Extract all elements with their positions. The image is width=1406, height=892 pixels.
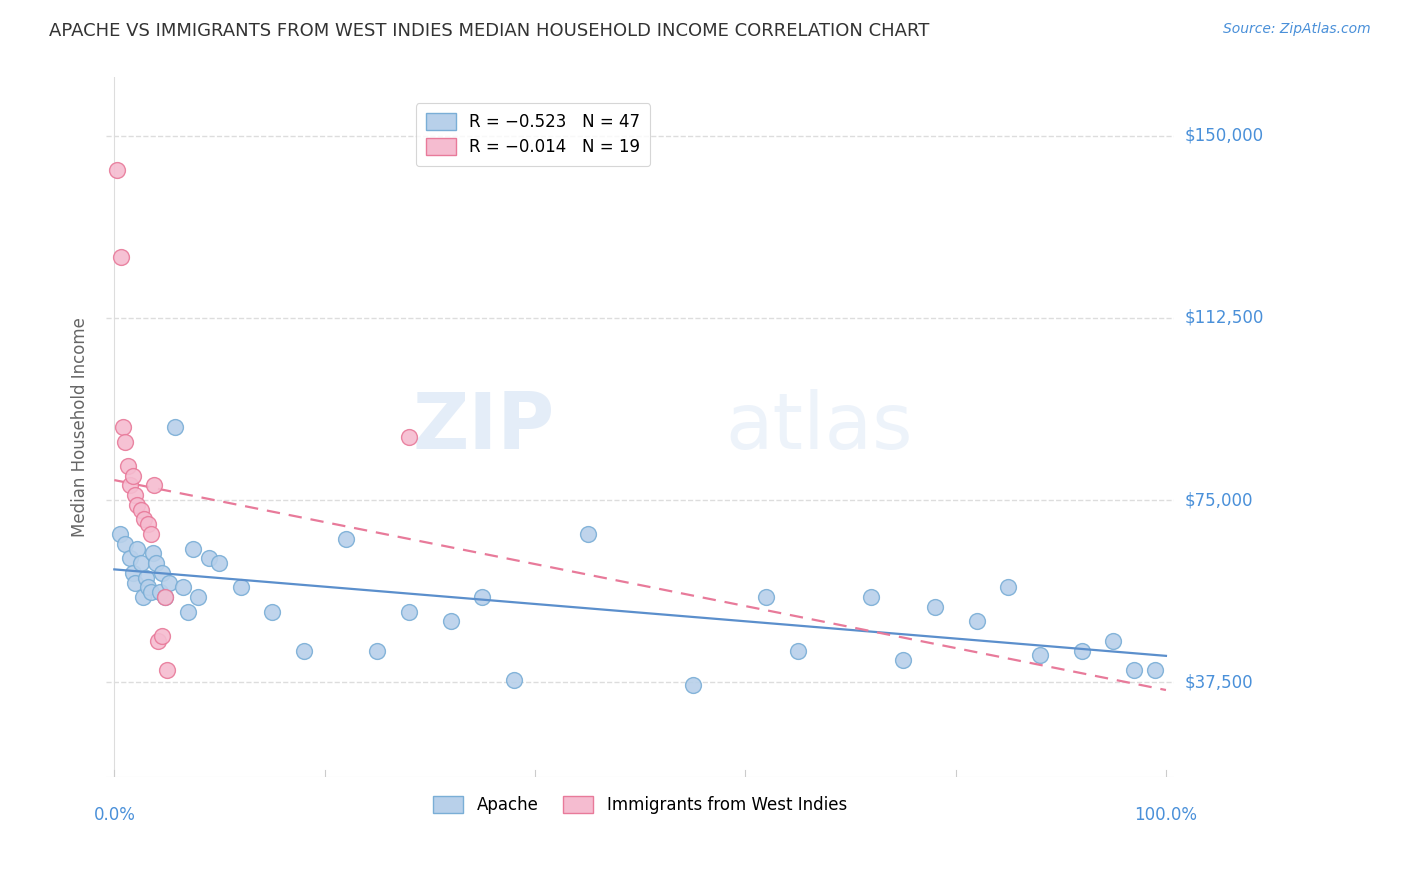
Point <box>135 571 157 585</box>
Point <box>891 653 914 667</box>
Point <box>198 551 221 566</box>
Point <box>576 527 599 541</box>
Point <box>132 590 155 604</box>
Point <box>177 605 200 619</box>
Text: $112,500: $112,500 <box>1185 309 1264 326</box>
Point <box>966 615 988 629</box>
Text: $37,500: $37,500 <box>1185 673 1254 691</box>
Point <box>924 599 946 614</box>
Point <box>136 517 159 532</box>
Point <box>150 566 173 580</box>
Point <box>187 590 209 604</box>
Point <box>122 566 145 580</box>
Point <box>129 502 152 516</box>
Point <box>153 590 176 604</box>
Point <box>124 488 146 502</box>
Point <box>1144 663 1167 677</box>
Point <box>181 541 204 556</box>
Point <box>172 581 194 595</box>
Legend: Apache, Immigrants from West Indies: Apache, Immigrants from West Indies <box>426 789 853 821</box>
Point <box>108 527 131 541</box>
Text: ZIP: ZIP <box>412 389 554 465</box>
Point <box>145 556 167 570</box>
Point <box>503 673 526 687</box>
Point <box>755 590 778 604</box>
Point <box>124 575 146 590</box>
Point <box>142 546 165 560</box>
Point <box>114 434 136 449</box>
Point <box>1029 648 1052 663</box>
Point <box>157 575 180 590</box>
Point <box>208 556 231 570</box>
Text: atlas: atlas <box>725 389 912 465</box>
Point <box>129 556 152 570</box>
Y-axis label: Median Household Income: Median Household Income <box>72 318 89 537</box>
Point <box>117 458 139 473</box>
Point <box>1070 643 1092 657</box>
Text: 0.0%: 0.0% <box>93 806 135 824</box>
Point <box>292 643 315 657</box>
Text: $75,000: $75,000 <box>1185 491 1253 509</box>
Point <box>120 551 142 566</box>
Point <box>398 605 420 619</box>
Point <box>107 162 129 177</box>
Point <box>398 430 420 444</box>
Text: 100.0%: 100.0% <box>1135 806 1198 824</box>
Point <box>127 541 149 556</box>
Point <box>143 478 166 492</box>
Point <box>1102 633 1125 648</box>
Point <box>111 420 134 434</box>
Point <box>366 643 388 657</box>
Point <box>165 420 187 434</box>
Point <box>127 498 149 512</box>
Point <box>132 512 155 526</box>
Point <box>136 581 159 595</box>
Point <box>122 468 145 483</box>
Text: $150,000: $150,000 <box>1185 127 1264 145</box>
Point <box>440 615 463 629</box>
Point <box>139 585 162 599</box>
Point <box>153 590 176 604</box>
Point <box>471 590 494 604</box>
Point <box>786 643 808 657</box>
Point <box>860 590 883 604</box>
Point <box>1123 663 1146 677</box>
Point <box>120 478 142 492</box>
Text: Source: ZipAtlas.com: Source: ZipAtlas.com <box>1223 22 1371 37</box>
Point <box>997 581 1019 595</box>
Point <box>262 605 284 619</box>
Point <box>229 581 252 595</box>
Point <box>148 585 170 599</box>
Point <box>150 629 173 643</box>
Point <box>335 532 357 546</box>
Point <box>148 633 170 648</box>
Point <box>682 677 704 691</box>
Point <box>139 527 162 541</box>
Point <box>114 537 136 551</box>
Point <box>110 250 132 264</box>
Point <box>156 663 179 677</box>
Text: APACHE VS IMMIGRANTS FROM WEST INDIES MEDIAN HOUSEHOLD INCOME CORRELATION CHART: APACHE VS IMMIGRANTS FROM WEST INDIES ME… <box>49 22 929 40</box>
